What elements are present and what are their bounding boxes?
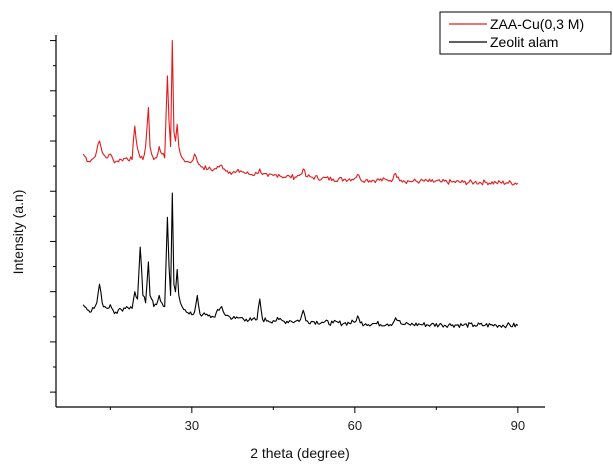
x-tick-label-30: 30 (185, 418, 199, 433)
series-layer (82, 40, 519, 329)
legend-label-zaa-cu: ZAA-Cu(0,3 M) (490, 16, 584, 32)
legend: ZAA-Cu(0,3 M) Zeolit alam (439, 11, 612, 55)
y-axis-title: Intensity (a.n) (10, 190, 26, 275)
x-axis-title: 2 theta (degree) (250, 445, 350, 461)
legend-box (439, 11, 612, 55)
x-tick-label-90: 90 (511, 418, 525, 433)
legend-label-zeolit-alam: Zeolit alam (490, 34, 558, 50)
axes-layer: 30 60 90 (50, 35, 545, 433)
x-tick-label-60: 60 (348, 418, 362, 433)
series-line-zeolit-alam (82, 192, 519, 329)
series-line-zaa-cu-0-3-m (82, 40, 519, 186)
